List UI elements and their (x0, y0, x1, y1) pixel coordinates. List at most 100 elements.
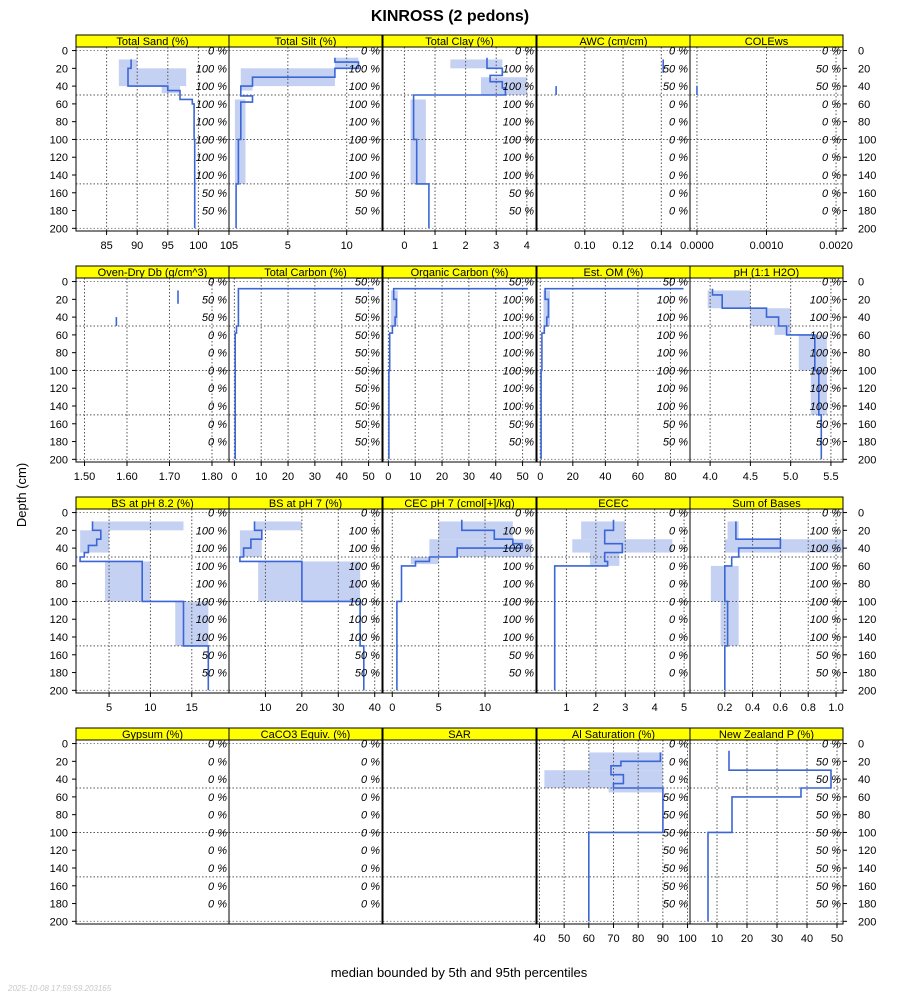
data-coverage-label: 0 % (822, 277, 841, 289)
data-coverage-label: 50 % (663, 63, 688, 75)
percentile-band (92, 521, 184, 531)
depth-tick-label: 200 (50, 685, 68, 697)
percentile-band (175, 601, 209, 646)
data-coverage-label: 0 % (208, 863, 227, 875)
depth-tick-label: 200 (50, 454, 68, 466)
depth-tick-label: 60 (56, 561, 68, 573)
panel-strip-label: Total Sand (%) (116, 36, 188, 48)
depth-tick-label: 20 (858, 525, 870, 537)
data-coverage-label: 50 % (663, 277, 688, 289)
data-coverage-label: 100 % (810, 614, 841, 626)
data-coverage-label: 100 % (810, 401, 841, 413)
depth-tick-label: 160 (50, 419, 68, 431)
data-coverage-label: 100 % (349, 152, 380, 164)
depth-tick-label: 180 (858, 899, 876, 911)
percentile-band (161, 86, 181, 94)
percentile-band (391, 290, 398, 326)
data-coverage-label: 0 % (515, 508, 534, 520)
data-coverage-label: 100 % (196, 614, 227, 626)
depth-tick-label: 120 (50, 614, 68, 626)
data-coverage-label: 50 % (509, 188, 534, 200)
data-coverage-label: 0 % (208, 419, 227, 431)
data-coverage-label: 0 % (669, 668, 688, 680)
data-coverage-label: 50 % (663, 899, 688, 911)
data-coverage-label: 50 % (509, 206, 534, 218)
panel-frame (382, 739, 537, 925)
data-coverage-label: 50 % (202, 668, 227, 680)
depth-tick-label: 160 (858, 650, 876, 662)
panel-plot-area (229, 743, 382, 922)
panel-strip-label: CaCO3 Equiv. (%) (261, 729, 351, 741)
x-tick-label: 40 (369, 702, 381, 714)
data-coverage-label: 50 % (663, 881, 688, 893)
x-tick-label: 0.2 (717, 702, 732, 714)
depth-tick-label: 20 (56, 525, 68, 537)
percentile-band (234, 99, 246, 184)
depth-tick-label: 20 (858, 756, 870, 768)
panel: COLEws 0 % 50 % 50 % 0 % 0 % 0 % 0 % 0 % 0 % 0 % 0 2… (680, 34, 876, 252)
depth-tick-label: 200 (858, 685, 876, 697)
depth-tick-label: 180 (50, 206, 68, 218)
panel: New Zealand P (%) 0 % 50 % 50 % 50 % 50 % 50 %… (689, 727, 876, 945)
median-line (540, 287, 684, 460)
data-coverage-label: 50 % (816, 792, 841, 804)
percentile-band (543, 290, 551, 326)
panel-grid: Total Sand (%)0 %100 %100 %100 %100 %100… (50, 34, 876, 945)
panel: AWC (cm/cm) 0 % 50 % 50 % 0 % 0 % 0 % 0 % 0 % 0 %… (536, 34, 691, 252)
data-coverage-label: 50 % (663, 437, 688, 449)
data-coverage-label: 100 % (810, 312, 841, 324)
depth-tick-label: 80 (858, 348, 870, 360)
data-coverage-label: 100 % (810, 579, 841, 591)
x-tick-label: 20 (567, 471, 579, 483)
data-coverage-label: 100 % (503, 632, 534, 644)
data-coverage-label: 0 % (822, 134, 841, 146)
x-tick-label: 5.0 (783, 471, 798, 483)
data-coverage-label: 0 % (669, 756, 688, 768)
percentile-band (581, 521, 626, 540)
depth-tick-label: 60 (56, 99, 68, 111)
x-tick-label: 4.5 (743, 471, 758, 483)
depth-tick-label: 0 (858, 508, 864, 520)
depth-tick-label: 180 (858, 668, 876, 680)
x-tick-label: 10 (255, 471, 267, 483)
data-coverage-label: 0 % (208, 46, 227, 58)
depth-tick-label: 40 (56, 312, 68, 324)
x-tick-label: 90 (657, 933, 669, 945)
percentile-band (118, 68, 187, 87)
panel: Est. OM (%) 50 % 100 % 100 % 100 % 100 % 100 %… (536, 265, 691, 483)
data-coverage-label: 100 % (196, 81, 227, 93)
median-line (388, 287, 528, 460)
data-coverage-label: 100 % (196, 543, 227, 555)
data-coverage-label: 0 % (822, 152, 841, 164)
data-coverage-label: 0 % (361, 827, 380, 839)
data-coverage-label: 100 % (196, 99, 227, 111)
data-coverage-label: 0 % (669, 596, 688, 608)
panel: BS at pH 7 (%) 0 % 100 % 100 % 100 % 100 % 100… (228, 496, 383, 714)
depth-tick-label: 40 (56, 81, 68, 93)
x-tick-label: 5 (106, 702, 112, 714)
data-coverage-label: 100 % (657, 348, 688, 360)
panel-plot-area (229, 278, 382, 462)
x-tick-label: 30 (771, 933, 783, 945)
x-tick-label: 4 (652, 702, 658, 714)
panel-strip-label: COLEws (745, 36, 789, 48)
data-coverage-label: 50 % (355, 206, 380, 218)
panel-strip-label: Sum of Bases (732, 498, 801, 510)
data-coverage-label: 0 % (361, 46, 380, 58)
x-tick-label: 60 (632, 471, 644, 483)
panel: Total Silt (%)0 %100 %100 %100 %100 %100… (226, 34, 383, 252)
median-line (234, 287, 374, 460)
data-coverage-label: 0 % (669, 525, 688, 537)
depth-tick-label: 160 (50, 881, 68, 893)
data-coverage-label: 0 % (361, 774, 380, 786)
data-coverage-label: 100 % (810, 632, 841, 644)
x-tick-label: 10 (479, 702, 491, 714)
x-tick-label: 0.0020 (819, 240, 853, 252)
data-coverage-label: 50 % (202, 294, 227, 306)
data-coverage-label: 0 % (208, 774, 227, 786)
data-coverage-label: 100 % (349, 525, 380, 537)
x-tick-label: 0.6 (773, 702, 788, 714)
panel-frame (228, 508, 383, 694)
data-coverage-label: 0 % (669, 99, 688, 111)
